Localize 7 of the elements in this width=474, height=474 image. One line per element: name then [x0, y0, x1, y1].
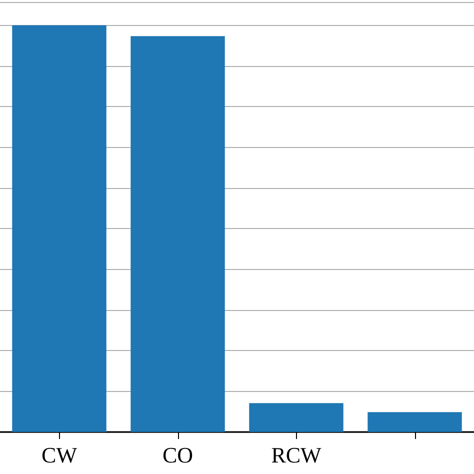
bar [12, 25, 106, 432]
bar [130, 36, 225, 432]
x-tick-label: CO [162, 442, 194, 468]
x-tick-label: RCW [271, 442, 322, 468]
bar [249, 403, 344, 432]
x-tick-label: CW [42, 442, 78, 468]
bar [368, 412, 462, 432]
